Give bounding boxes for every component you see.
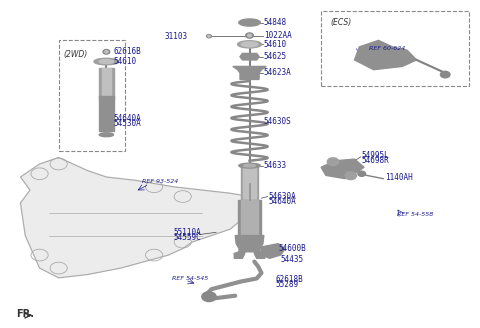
Text: REF 93-524: REF 93-524 (142, 179, 179, 184)
Text: 31103: 31103 (164, 32, 188, 41)
Text: 54559C: 54559C (173, 233, 201, 242)
Polygon shape (234, 236, 265, 258)
Circle shape (206, 34, 211, 38)
Text: REF 60-624: REF 60-624 (369, 46, 405, 51)
Text: 54530A: 54530A (114, 119, 141, 128)
Text: 54995L: 54995L (362, 151, 389, 160)
Text: 62616B: 62616B (114, 47, 141, 56)
Text: 54623A: 54623A (264, 69, 292, 77)
Ellipse shape (241, 42, 258, 47)
Text: 54610: 54610 (264, 40, 287, 49)
Bar (241, 200, 258, 236)
Text: 54600B: 54600B (278, 244, 306, 253)
Polygon shape (233, 67, 266, 79)
Text: 54630S: 54630S (264, 117, 292, 126)
Text: 1022AA: 1022AA (264, 31, 292, 40)
Text: 54435: 54435 (281, 256, 304, 264)
Text: 54610: 54610 (114, 57, 137, 66)
Text: 1140AH: 1140AH (385, 173, 413, 182)
Text: 54698R: 54698R (362, 156, 389, 165)
Text: 62618B: 62618B (276, 275, 303, 284)
Circle shape (202, 292, 216, 301)
Polygon shape (355, 40, 417, 70)
Ellipse shape (94, 58, 119, 65)
Text: 54625: 54625 (264, 52, 287, 61)
Circle shape (345, 172, 357, 180)
Polygon shape (262, 244, 285, 258)
Ellipse shape (239, 163, 260, 168)
Circle shape (327, 158, 339, 166)
Ellipse shape (99, 133, 114, 137)
Circle shape (103, 50, 110, 54)
Bar (99, 96, 114, 132)
Circle shape (248, 34, 252, 37)
Circle shape (105, 51, 108, 53)
Bar (238, 200, 262, 236)
Circle shape (441, 71, 450, 78)
Text: (ECS): (ECS) (331, 18, 352, 27)
Bar (241, 166, 258, 203)
Text: 54633: 54633 (264, 161, 287, 170)
Text: REF 54-545: REF 54-545 (172, 276, 208, 281)
Bar (102, 68, 111, 99)
Text: 54848: 54848 (264, 18, 287, 27)
Ellipse shape (238, 41, 262, 48)
Ellipse shape (99, 60, 114, 64)
Ellipse shape (239, 19, 260, 26)
Bar (99, 68, 114, 99)
Circle shape (358, 171, 365, 176)
Bar (243, 166, 256, 203)
Text: 55110A: 55110A (173, 228, 201, 237)
Ellipse shape (243, 164, 255, 167)
Text: 54640A: 54640A (269, 197, 296, 206)
Text: FR.: FR. (16, 309, 34, 318)
Polygon shape (240, 53, 259, 60)
Text: (2WD): (2WD) (63, 50, 88, 59)
Text: 55289: 55289 (276, 280, 299, 289)
Text: 54630A: 54630A (269, 192, 296, 201)
Circle shape (208, 35, 210, 37)
Polygon shape (21, 157, 250, 278)
Polygon shape (321, 159, 364, 179)
Circle shape (246, 33, 253, 38)
Text: 54640A: 54640A (114, 114, 141, 123)
Text: REF 54-558: REF 54-558 (397, 212, 434, 217)
